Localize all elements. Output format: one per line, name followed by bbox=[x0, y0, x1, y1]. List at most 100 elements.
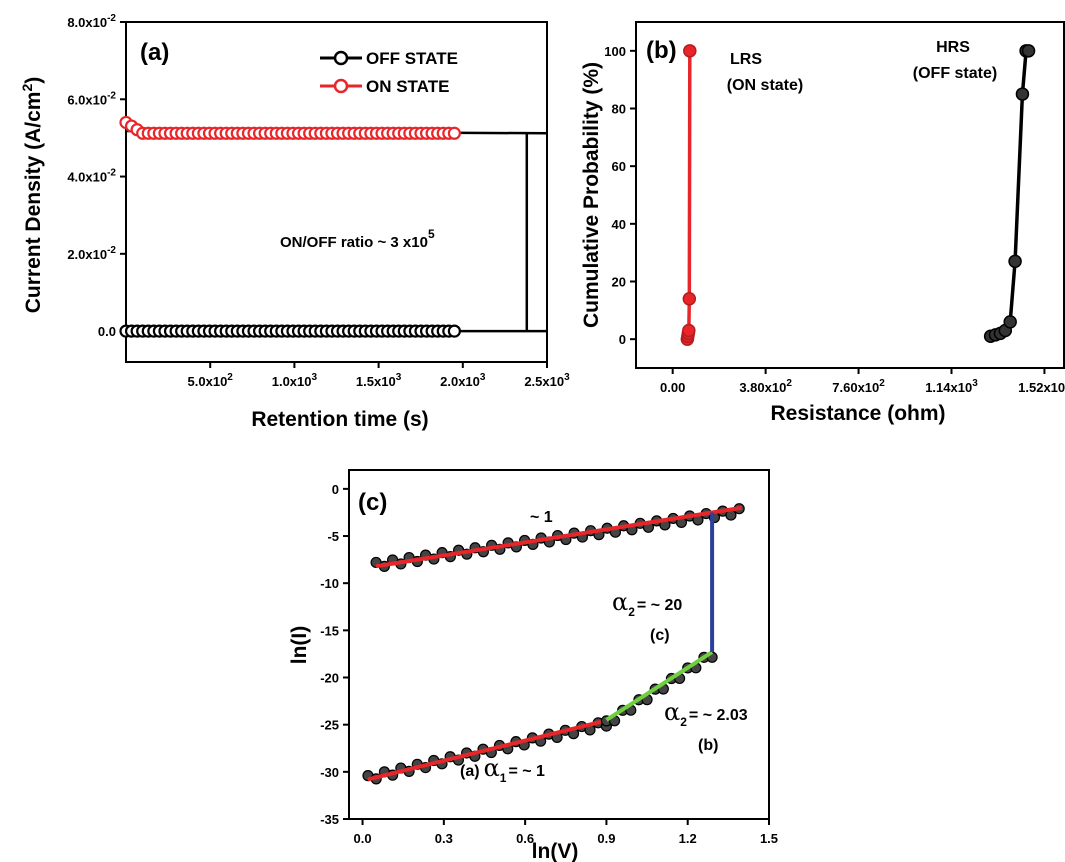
y-tick-label: 0 bbox=[332, 482, 339, 497]
panel-b-frame bbox=[635, 21, 1065, 369]
x-tick-exponent: 2 bbox=[879, 378, 885, 389]
x-tick-mantissa: 2.0x10 bbox=[440, 374, 480, 389]
y-tick-label: 0.0 bbox=[98, 324, 116, 339]
x-tick-mantissa: 7.60x10 bbox=[832, 380, 879, 395]
panel-a-ylabel: Current Density (A/cm2) bbox=[19, 77, 45, 314]
x-tick-label: 0.3 bbox=[435, 831, 453, 846]
y-tick-mantissa: 2.0x10 bbox=[67, 247, 107, 262]
lrs-point bbox=[683, 44, 697, 58]
panel-c-ticks: 0.0 0.3 0.6 0.9 1.2 1.5 0 -5 -10 -15 -20 -25 -30 -35 bbox=[320, 482, 778, 846]
ratio-exponent: 5 bbox=[428, 227, 435, 241]
legend-off-marker bbox=[333, 50, 349, 66]
panel-c-ylabel: ln(I) bbox=[288, 626, 311, 664]
y-tick-mantissa: 0 bbox=[619, 332, 626, 347]
y-tick-label: 80 bbox=[612, 102, 626, 117]
y-tick-mantissa: 100 bbox=[604, 44, 626, 59]
x-tick-exponent: 2 bbox=[227, 372, 233, 383]
x-tick-label: 1.5 bbox=[760, 831, 778, 846]
c-annotation-paren-c: (c) bbox=[650, 627, 670, 644]
alpha-sub: 1 bbox=[500, 771, 507, 785]
x-tick-label: 0.6 bbox=[516, 831, 534, 846]
y-tick-label: 100 bbox=[604, 44, 626, 59]
panel-a-plot-area bbox=[119, 115, 548, 338]
alpha-glyph: α bbox=[664, 698, 680, 726]
y-tick-label: 60 bbox=[612, 159, 626, 174]
y-tick-mantissa: 60 bbox=[612, 159, 626, 174]
legend-off-label: OFF STATE bbox=[366, 49, 458, 68]
x-tick-label: 1.2 bbox=[679, 831, 697, 846]
panel-b-plot-area bbox=[680, 44, 1036, 346]
alpha-glyph: α bbox=[484, 754, 500, 782]
x-tick-mantissa: 3.80x10 bbox=[739, 380, 786, 395]
lrs-sublabel: (ON state) bbox=[727, 77, 803, 94]
y-tick-exponent: -2 bbox=[107, 168, 116, 179]
y-tick-label: 6.0x10-2 bbox=[67, 90, 116, 107]
y-tick-label: 40 bbox=[612, 217, 626, 232]
x-tick-exponent: 2 bbox=[786, 378, 792, 389]
c-annotation-alpha1: (a) α1 = ~ 1 bbox=[460, 754, 545, 785]
y-tick-mantissa: 0.0 bbox=[98, 324, 116, 339]
y-tick-mantissa: -5 bbox=[327, 529, 339, 544]
panel-b-ylabel: Cumulative Probability (%) bbox=[580, 62, 603, 328]
x-tick-label: 1.14x103 bbox=[925, 378, 978, 395]
lrs-point bbox=[682, 292, 697, 306]
legend-on-label: ON STATE bbox=[366, 77, 449, 96]
lrs-point bbox=[682, 323, 696, 338]
c-annotation-alpha2-b: α2 = ~ 2.03 bbox=[664, 698, 748, 729]
x-tick-label: 7.60x102 bbox=[832, 378, 885, 395]
panel-c-frame bbox=[348, 469, 770, 820]
y-tick-label: 8.0x10-2 bbox=[67, 13, 116, 30]
y-tick-mantissa: 40 bbox=[612, 217, 626, 232]
x-tick-exponent: 3 bbox=[396, 372, 402, 383]
legend-on-marker bbox=[333, 78, 349, 94]
panel-a-frame bbox=[125, 21, 548, 363]
fit-line bbox=[605, 650, 714, 722]
x-tick-mantissa: 5.0x10 bbox=[188, 374, 228, 389]
panel-a-ratio-annotation: ON/OFF ratio ~ 3 x105 bbox=[280, 227, 435, 251]
y-tick-label: -25 bbox=[320, 718, 339, 733]
x-tick-label: 3.80x102 bbox=[739, 378, 792, 395]
panel-a-xlabel: Retention time (s) bbox=[251, 408, 428, 431]
y-tick-label: -5 bbox=[327, 529, 339, 544]
x-tick-label: 0.0 bbox=[354, 831, 372, 846]
x-tick-mantissa: 0.9 bbox=[597, 831, 615, 846]
y-tick-mantissa: -30 bbox=[320, 765, 339, 780]
y-tick-mantissa: -35 bbox=[320, 812, 339, 827]
alpha-value: = ~ 1 bbox=[508, 763, 545, 780]
y-tick-mantissa: 4.0x10 bbox=[67, 170, 107, 185]
hrs-sublabel: (OFF state) bbox=[913, 65, 997, 82]
hrs-point bbox=[1008, 254, 1022, 269]
hrs-point bbox=[1015, 87, 1030, 101]
y-tick-mantissa: 20 bbox=[612, 275, 626, 290]
hrs-label: HRS bbox=[936, 39, 970, 56]
y-tick-label: -20 bbox=[320, 671, 339, 686]
x-tick-mantissa: 1.2 bbox=[679, 831, 697, 846]
x-tick-label: 0.9 bbox=[597, 831, 615, 846]
x-tick-mantissa: 1.5 bbox=[760, 831, 778, 846]
x-tick-label: 0.00 bbox=[660, 380, 685, 395]
x-tick-exponent: 3 bbox=[480, 372, 486, 383]
alpha-glyph: α bbox=[612, 588, 628, 616]
alpha-value: = ~ 2.03 bbox=[689, 707, 748, 724]
y-tick-exponent: -2 bbox=[107, 245, 116, 256]
x-tick-mantissa: 0.00 bbox=[660, 380, 685, 395]
c-annotation-alpha2-c: α2 = ~ 20 bbox=[612, 588, 682, 619]
x-tick-mantissa: 1.52x10 bbox=[1018, 380, 1065, 395]
alpha-sub: 2 bbox=[628, 605, 635, 619]
y-tick-mantissa: 8.0x10 bbox=[67, 15, 107, 30]
alpha1-prefix: (a) bbox=[460, 763, 480, 780]
ratio-text: ON/OFF ratio ~ 3 x10 bbox=[280, 234, 428, 251]
y-tick-label: 4.0x10-2 bbox=[67, 168, 116, 185]
y-tick-label: -30 bbox=[320, 765, 339, 780]
alpha-value: = ~ 20 bbox=[637, 597, 682, 614]
panel-a: 5.0x102 1.0x103 1.5x103 2.0x103 2.5x1030.02.… bbox=[19, 13, 570, 431]
y-tick-mantissa: 6.0x10 bbox=[67, 92, 107, 107]
panel-a-legend: OFF STATE ON STATE bbox=[320, 49, 458, 96]
x-tick-mantissa: 1.5x10 bbox=[356, 374, 396, 389]
fit-line bbox=[367, 719, 602, 782]
c-annotation-upper: ~ 1 bbox=[530, 509, 553, 526]
lrs-label: LRS bbox=[730, 51, 762, 68]
x-tick-label: 1.5x103 bbox=[356, 372, 402, 389]
panel-b: 0.003.80x1027.60x1021.14x1031.52x1030204… bbox=[580, 21, 1065, 425]
